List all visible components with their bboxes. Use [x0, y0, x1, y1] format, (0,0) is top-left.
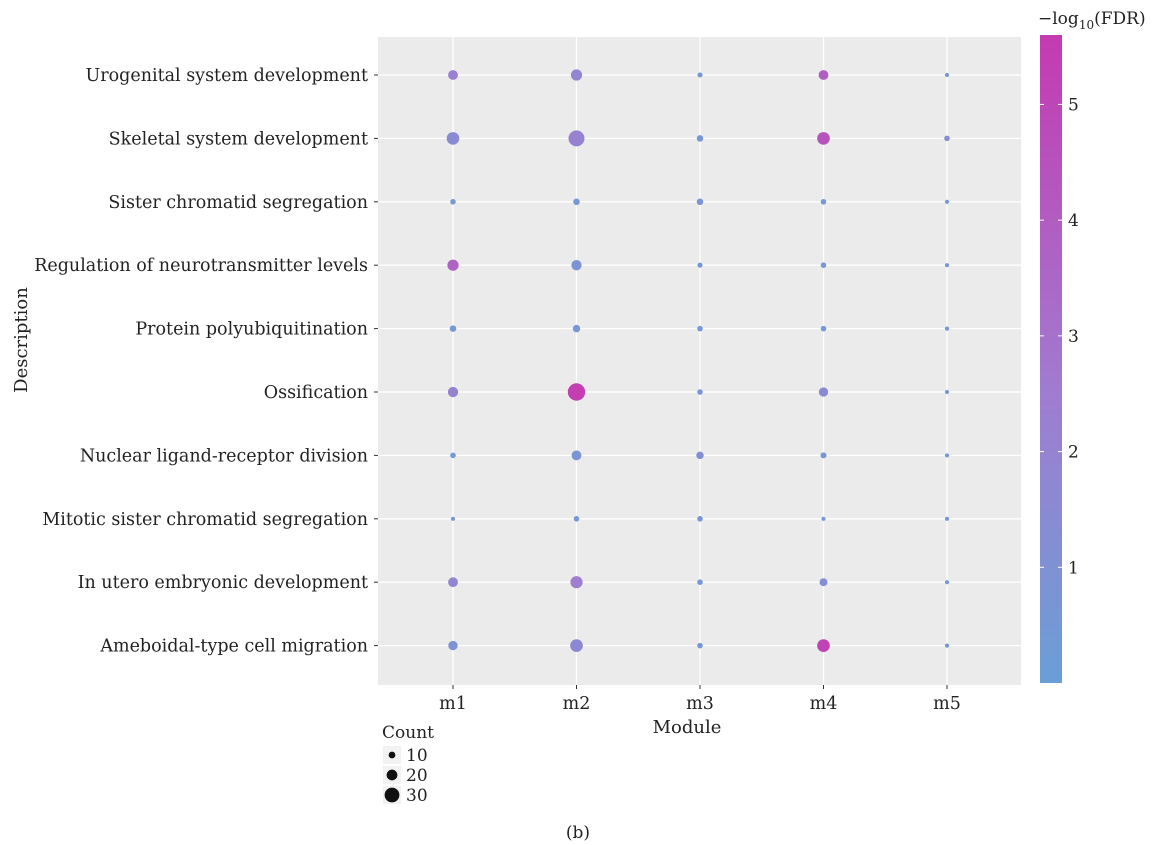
- data-point: [818, 70, 829, 80]
- data-point: [944, 389, 950, 395]
- data-point: [696, 451, 704, 460]
- data-point: [570, 69, 583, 81]
- data-point: [821, 516, 826, 521]
- size-legend-label: 10: [406, 746, 428, 766]
- figure-caption: (b): [566, 823, 590, 843]
- x-axis-title: Module: [653, 717, 722, 738]
- y-axis-ticks: [374, 74, 378, 647]
- data-point: [572, 324, 581, 333]
- size-legend-title: Count: [382, 723, 434, 743]
- data-point: [697, 516, 703, 522]
- colorbar-tick-label: 5: [1068, 95, 1079, 115]
- data-point: [697, 579, 703, 585]
- data-point: [696, 198, 704, 206]
- data-point: [697, 262, 703, 268]
- colorbar-title: −log10(FDR): [1038, 9, 1146, 32]
- colorbar-tick-label: 3: [1068, 327, 1079, 347]
- x-axis-ticks: [452, 685, 948, 689]
- y-axis-title: Description: [11, 287, 32, 393]
- data-point: [450, 516, 456, 521]
- x-tick-label: m4: [810, 694, 838, 714]
- data-point: [573, 198, 580, 206]
- data-point: [446, 132, 460, 145]
- data-point: [447, 259, 459, 271]
- data-point: [450, 199, 456, 205]
- data-point: [448, 640, 458, 651]
- data-point: [820, 199, 827, 205]
- size-legend-dot: [388, 751, 396, 759]
- data-point: [820, 325, 827, 332]
- y-tick-label: Protein polyubiquitination: [135, 320, 368, 340]
- x-axis-tick-labels: m1 m2 m3 m4 m5: [439, 694, 961, 714]
- data-point: [944, 643, 950, 648]
- data-point: [817, 132, 830, 145]
- data-point: [944, 199, 950, 204]
- data-point: [944, 135, 950, 142]
- y-tick-label: Mitotic sister chromatid segregation: [42, 510, 368, 530]
- data-point: [448, 577, 458, 588]
- data-point: [820, 262, 827, 268]
- x-tick-label: m5: [933, 694, 961, 714]
- y-axis-tick-labels: Urogenital system development Skeletal sy…: [34, 66, 368, 657]
- data-point: [697, 389, 703, 395]
- size-legend-dot: [386, 769, 398, 781]
- data-point: [818, 387, 829, 397]
- data-point: [448, 70, 458, 80]
- data-point: [697, 325, 703, 332]
- data-point: [697, 72, 703, 78]
- data-point: [570, 639, 583, 652]
- data-point: [944, 326, 950, 331]
- y-tick-label: Skeletal system development: [109, 129, 368, 149]
- data-point: [944, 263, 950, 268]
- size-legend-label: 30: [406, 786, 428, 806]
- data-point: [450, 452, 456, 459]
- y-tick-label: Sister chromatid segregation: [108, 193, 368, 213]
- size-legend-dot: [384, 787, 400, 803]
- x-tick-label: m3: [686, 694, 714, 714]
- y-tick-label: Urogenital system development: [86, 66, 369, 86]
- data-point: [571, 260, 582, 271]
- data-points: [446, 69, 950, 652]
- data-point: [697, 642, 703, 649]
- data-point: [696, 135, 704, 142]
- data-point: [571, 450, 582, 461]
- data-point: [447, 386, 459, 398]
- data-point: [817, 639, 830, 652]
- y-tick-label: In utero embryonic development: [78, 573, 368, 593]
- data-point: [819, 578, 828, 587]
- x-tick-label: m2: [563, 694, 591, 714]
- data-point: [944, 580, 950, 585]
- data-point: [573, 516, 580, 522]
- y-tick-label: Ameboidal-type cell migration: [99, 637, 368, 657]
- colorbar-ticks: 1 2 3 4 5: [1040, 95, 1079, 578]
- data-point: [944, 453, 950, 458]
- colorbar-tick-label: 1: [1068, 558, 1079, 578]
- data-point: [568, 130, 585, 147]
- y-tick-label: Ossification: [264, 383, 368, 403]
- data-point: [567, 383, 586, 401]
- colorbar-tick-label: 2: [1068, 443, 1079, 463]
- data-point: [820, 452, 827, 459]
- data-point: [944, 72, 950, 78]
- y-tick-label: Nuclear ligand-receptor division: [80, 446, 368, 466]
- data-point: [944, 516, 950, 521]
- x-tick-label: m1: [439, 694, 467, 714]
- size-legend-label: 20: [406, 766, 428, 786]
- colorbar: [1040, 35, 1062, 683]
- data-point: [449, 325, 457, 332]
- data-point: [570, 576, 583, 589]
- colorbar-tick-label: 4: [1068, 211, 1079, 231]
- y-tick-label: Regulation of neurotransmitter levels: [34, 256, 368, 276]
